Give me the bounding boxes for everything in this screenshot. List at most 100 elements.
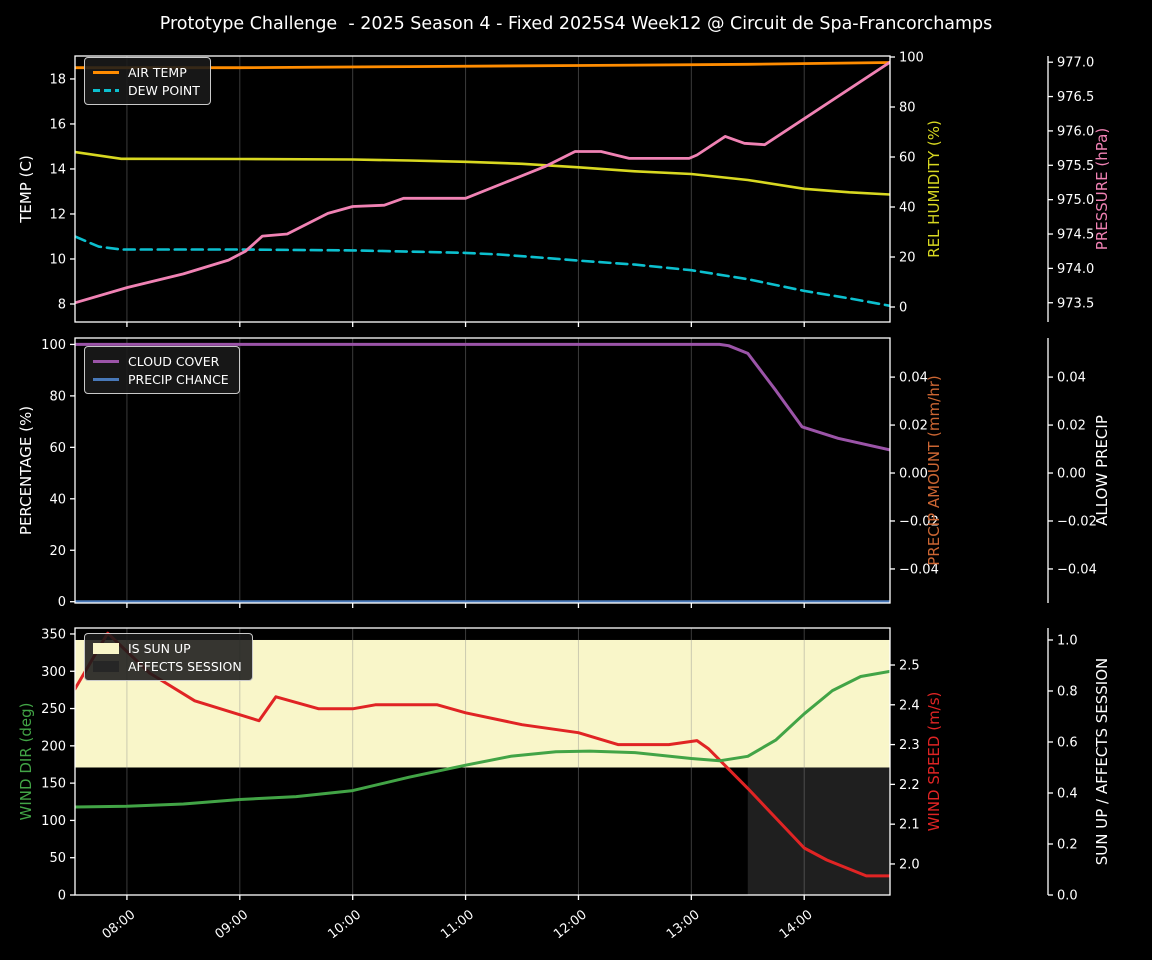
legend-swatch-precip-chance <box>93 377 119 381</box>
right1-tick-label: 2.4 <box>899 698 920 713</box>
right1-tick-label: 2.2 <box>899 778 920 793</box>
x-tick-label-10-00: 10:00 <box>325 907 364 942</box>
right2-tick-label: 0.0 <box>1057 889 1078 904</box>
pressure-line <box>75 60 890 305</box>
legend-item-affects-session: AFFECTS SESSION <box>93 657 242 675</box>
affects-session-band <box>747 767 890 895</box>
right1-tick-label: −0.04 <box>899 562 939 577</box>
right2-tick-label: 976.0 <box>1057 124 1094 139</box>
left-tick-label: 100 <box>41 814 66 829</box>
wind-speed-line <box>75 631 890 878</box>
right1-tick-label: 40 <box>899 201 916 216</box>
right2-tick-label: 0.8 <box>1057 684 1078 699</box>
right2-axis-label: PRESSURE (hPa) <box>1093 128 1111 250</box>
right2-tick-label: 0.00 <box>1057 467 1086 482</box>
right1-tick-label: 0.00 <box>899 467 928 482</box>
x-tick-label-13-00: 13:00 <box>664 907 703 942</box>
right2-tick-label: 0.4 <box>1057 786 1078 801</box>
legend-label-affects-session: AFFECTS SESSION <box>128 658 242 674</box>
wind-sun-plot-legend: IS SUN UP AFFECTS SESSION <box>84 633 253 681</box>
right2-tick-label: 974.5 <box>1057 228 1094 243</box>
legend-item-precip-chance: PRECIP CHANCE <box>93 370 229 388</box>
left-tick-label: 0 <box>58 595 66 610</box>
left-tick-label: 200 <box>41 739 66 754</box>
right2-axis-label: SUN UP / AFFECTS SESSION <box>1093 658 1111 866</box>
right2-tick-label: 0.02 <box>1057 419 1086 434</box>
left-tick-label: 40 <box>49 492 66 507</box>
legend-swatch-is-sun-up <box>93 642 119 654</box>
right1-tick-label: 0.02 <box>899 419 928 434</box>
x-tick-label-11-00: 11:00 <box>438 907 477 942</box>
series-group <box>75 60 890 308</box>
right1-axis-label: REL HUMIDITY (%) <box>925 120 943 258</box>
right1-tick-label: 0 <box>899 301 907 316</box>
legend-item-air-temp: AIR TEMP <box>93 63 200 81</box>
legend-item-is-sun-up: IS SUN UP <box>93 639 242 657</box>
plot-border <box>74 55 891 323</box>
plot-border <box>74 337 891 604</box>
right1-tick-label: 20 <box>899 251 916 266</box>
right2-tick-label: −0.04 <box>1057 562 1097 577</box>
left-tick-label: 60 <box>49 441 66 456</box>
air-temp-line <box>75 61 890 70</box>
cloud-precip-plot-legend: CLOUD COVER PRECIP CHANCE <box>84 346 240 394</box>
figure-title: Prototype Challenge - 2025 Season 4 - Fi… <box>159 14 993 34</box>
right1-tick-label: 2.5 <box>899 659 920 674</box>
legend-label-dew-point: DEW POINT <box>128 82 200 98</box>
legend-label-is-sun-up: IS SUN UP <box>128 640 191 656</box>
x-tick-label-12-00: 12:00 <box>551 907 590 942</box>
left-axis-label: PERCENTAGE (%) <box>17 406 35 535</box>
right2-tick-label: 0.6 <box>1057 735 1078 750</box>
right2-tick-label: 976.5 <box>1057 90 1094 105</box>
legend-swatch-air-temp <box>93 70 119 74</box>
right2-tick-label: 0.04 <box>1057 371 1086 386</box>
legend-swatch-dew-point <box>93 88 119 92</box>
legend-swatch-cloud-cover <box>93 359 119 363</box>
left-tick-label: 12 <box>49 207 66 222</box>
right2-tick-label: 974.0 <box>1057 262 1094 277</box>
left-tick-label: 20 <box>49 544 66 559</box>
cloud-precip-plot: 0 20 40 60 80 100 −0.04 −0.02 0.00 0.02 0.04 −0.04 −… <box>17 337 1111 610</box>
left-tick-label: 18 <box>49 72 66 87</box>
x-tick-label-14-00: 14:00 <box>777 907 816 942</box>
left-tick-label: 250 <box>41 702 66 717</box>
right1-tick-label: 2.0 <box>899 857 920 872</box>
legend-item-dew-point: DEW POINT <box>93 81 200 99</box>
right2-tick-label: 977.0 <box>1057 56 1094 71</box>
left-tick-label: 80 <box>49 389 66 404</box>
left-tick-label: 14 <box>49 162 66 177</box>
legend-item-cloud-cover: CLOUD COVER <box>93 352 229 370</box>
legend-swatch-affects-session <box>93 660 119 672</box>
left-axis-label: WIND DIR (deg) <box>17 703 35 821</box>
legend-label-cloud-cover: CLOUD COVER <box>128 353 220 369</box>
right1-axis-label: WIND SPEED (m/s) <box>925 692 943 832</box>
legend-label-precip-chance: PRECIP CHANCE <box>128 371 229 387</box>
left-tick-label: 100 <box>41 338 66 353</box>
right1-tick-label: 2.1 <box>899 818 920 833</box>
left-tick-label: 150 <box>41 777 66 792</box>
left-tick-label: 300 <box>41 665 66 680</box>
right1-tick-label: 2.3 <box>899 738 920 753</box>
left-tick-label: 0 <box>58 889 66 904</box>
legend-label-air-temp: AIR TEMP <box>128 64 187 80</box>
right1-tick-label: 100 <box>899 51 924 66</box>
dew-point-line <box>75 235 890 308</box>
right2-tick-label: 1.0 <box>1057 633 1078 648</box>
temp-humidity-pressure-plot-legend: AIR TEMP DEW POINT <box>84 57 211 105</box>
left-tick-label: 50 <box>49 851 66 866</box>
right2-tick-label: 975.5 <box>1057 159 1094 174</box>
right1-tick-label: 60 <box>899 151 916 166</box>
series-group <box>75 342 890 603</box>
right2-tick-label: 0.2 <box>1057 837 1078 852</box>
rel-humidity-line <box>75 150 890 196</box>
cloud-cover-line <box>75 342 890 452</box>
left-tick-label: 10 <box>49 252 66 267</box>
right2-tick-label: 973.5 <box>1057 296 1094 311</box>
right1-tick-label: 0.04 <box>899 371 928 386</box>
right1-axis-label: PRECIP AMOUNT (mm/hr) <box>925 375 943 565</box>
left-tick-label: 350 <box>41 627 66 642</box>
right1-tick-label: 80 <box>899 101 916 116</box>
left-tick-label: 8 <box>58 297 66 312</box>
